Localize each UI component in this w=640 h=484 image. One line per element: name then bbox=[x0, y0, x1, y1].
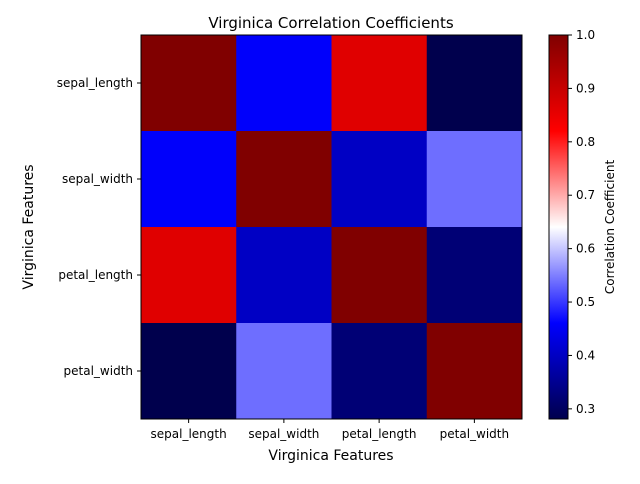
x-tick-label: sepal_length bbox=[151, 427, 227, 441]
colorbar-label: Correlation Coefficient bbox=[603, 160, 617, 295]
plot-frame bbox=[140, 34, 523, 420]
x-tick-label: petal_width bbox=[440, 427, 509, 441]
heatmap-cell-sepal_length-petal_width bbox=[426, 35, 523, 132]
x-axis-ticks: sepal_length sepal_width petal_length petal… bbox=[151, 419, 509, 441]
heatmap-cell-petal_length-petal_length bbox=[331, 227, 428, 324]
heatmap-cell-petal_length-sepal_length bbox=[141, 227, 237, 324]
x-axis-label: Virginica Features bbox=[268, 448, 393, 464]
heatmap-cell-petal_length-sepal_width bbox=[236, 227, 332, 324]
y-axis-label: Virginica Features bbox=[21, 164, 37, 289]
x-tick-label: petal_length bbox=[342, 427, 417, 441]
colorbar-tick-label: 1.0 bbox=[576, 28, 595, 42]
heatmap-cell-petal_length-petal_width bbox=[426, 227, 523, 324]
colorbar-ticks: 0.3 0.4 0.5 0.6 0.7 0.8 0.9 1.0 bbox=[568, 28, 595, 416]
colorbar bbox=[548, 34, 569, 420]
x-tick-label: sepal_width bbox=[248, 427, 319, 441]
heatmap-cell-sepal_length-petal_length bbox=[331, 35, 428, 132]
heatmap-cells bbox=[141, 35, 523, 420]
heatmap-cell-petal_width-sepal_length bbox=[141, 323, 237, 420]
colorbar-tick-label: 0.7 bbox=[576, 188, 595, 202]
heatmap-cell-petal_width-petal_length bbox=[331, 323, 428, 420]
heatmap-cell-sepal_width-petal_width bbox=[426, 131, 523, 228]
heatmap-cell-sepal_length-sepal_length bbox=[141, 35, 237, 132]
colorbar-tick-label: 0.4 bbox=[576, 348, 595, 362]
chart-title: Virginica Correlation Coefficients bbox=[208, 14, 453, 32]
y-tick-label: petal_length bbox=[58, 268, 133, 282]
colorbar-tick-label: 0.8 bbox=[576, 135, 595, 149]
y-tick-label: petal_width bbox=[64, 364, 133, 378]
colorbar-tick-label: 0.5 bbox=[576, 295, 595, 309]
y-axis-ticks: sepal_length sepal_width petal_lengthpetal… bbox=[57, 76, 141, 378]
heatmap-cell-sepal_width-sepal_width bbox=[236, 131, 332, 228]
colorbar-tick-label: 0.6 bbox=[576, 242, 595, 256]
heatmap-cell-sepal_length-sepal_width bbox=[236, 35, 332, 132]
heatmap-cell-petal_width-petal_width bbox=[426, 323, 523, 420]
heatmap-cell-sepal_width-petal_length bbox=[331, 131, 428, 228]
heatmap-cell-petal_width-sepal_width bbox=[236, 323, 332, 420]
colorbar-tick-label: 0.9 bbox=[576, 81, 595, 95]
heatmap-cell-sepal_width-sepal_length bbox=[141, 131, 237, 228]
colorbar-tick-label: 0.3 bbox=[576, 402, 595, 416]
y-tick-label: sepal_width bbox=[62, 172, 133, 186]
y-tick-label: sepal_length bbox=[57, 76, 133, 90]
